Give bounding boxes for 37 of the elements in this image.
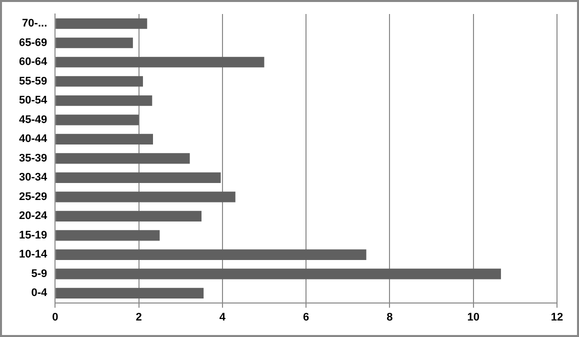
y-tick-label: 35-39 [18, 152, 48, 164]
x-tick-label: 10 [467, 311, 480, 324]
bar [56, 114, 139, 126]
bar [56, 172, 221, 183]
y-tick-label: 0-4 [31, 287, 48, 300]
y-tick-label: 30-34 [18, 172, 48, 184]
y-tick-label: 15-19 [18, 229, 48, 242]
bar [56, 268, 501, 280]
bar [56, 134, 153, 144]
y-tick-label: 45-49 [18, 114, 48, 126]
bar [56, 192, 236, 202]
x-tick-label: 2 [136, 311, 142, 324]
x-tick-label: 12 [550, 311, 564, 324]
y-tick-label: 25-29 [18, 190, 48, 203]
y-tick-label: 40-44 [18, 133, 48, 146]
x-tick-label: 4 [219, 311, 226, 324]
bar [56, 288, 204, 298]
bar [56, 18, 148, 29]
x-tick-label: 8 [386, 311, 393, 324]
y-tick-label: 70-... [22, 18, 48, 30]
bar [56, 95, 152, 106]
x-tick-label: 6 [303, 311, 310, 324]
bar [56, 56, 264, 68]
bar [56, 153, 190, 164]
y-tick-label: 55-59 [18, 75, 48, 88]
bar [56, 230, 160, 241]
y-tick-label: 5-9 [31, 268, 48, 280]
y-tick-label: 50-54 [18, 94, 48, 107]
y-tick-label: 60-64 [18, 56, 48, 68]
y-tick-label: 20-24 [18, 210, 48, 222]
bar [56, 249, 366, 260]
bar [56, 76, 143, 87]
bar [56, 38, 133, 48]
bar [56, 210, 202, 222]
y-tick-label: 65-69 [18, 36, 48, 49]
y-tick-label: 10-14 [18, 248, 48, 261]
x-tick-label: 0 [52, 311, 58, 324]
